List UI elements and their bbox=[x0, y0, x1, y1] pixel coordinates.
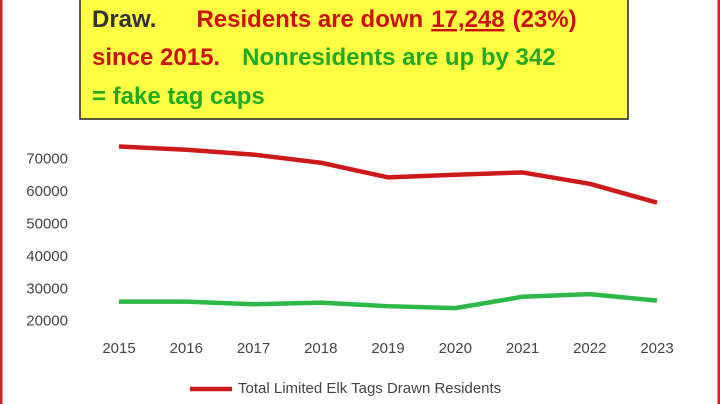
annotation-text: = fake tag caps bbox=[92, 83, 265, 110]
annotation-box bbox=[79, 0, 629, 120]
y-tick-label: 60000 bbox=[26, 183, 68, 200]
annotation-text: 17,248 bbox=[431, 6, 504, 33]
y-tick-label: 20000 bbox=[26, 313, 68, 330]
x-tick-label: 2022 bbox=[573, 340, 606, 357]
x-tick-label: 2015 bbox=[102, 340, 135, 357]
annotation-text: since 2015. bbox=[92, 44, 220, 71]
annotation-line: since 2015. Nonresidents are up by 342 bbox=[92, 44, 556, 71]
x-tick-label: 2021 bbox=[506, 340, 539, 357]
x-tick-label: 2017 bbox=[237, 340, 270, 357]
annotation-text: Nonresidents are up by 342 bbox=[242, 44, 555, 71]
legend-label: Total Limited Elk Tags Drawn Residents bbox=[238, 380, 501, 397]
y-tick-label: 30000 bbox=[26, 280, 68, 297]
annotation-text: Draw. bbox=[92, 6, 156, 33]
annotation-text: (23%) bbox=[513, 6, 577, 33]
x-tick-label: 2018 bbox=[304, 340, 337, 357]
y-tick-label: 70000 bbox=[26, 150, 68, 167]
x-tick-label: 2020 bbox=[439, 340, 472, 357]
y-tick-label: 50000 bbox=[26, 215, 68, 232]
annotation-text: Residents are down bbox=[196, 6, 423, 33]
series-line bbox=[119, 291, 658, 311]
y-tick-label: 40000 bbox=[26, 248, 68, 265]
series-line bbox=[118, 144, 658, 205]
x-tick-label: 2019 bbox=[371, 340, 404, 357]
annotation-line: = fake tag caps bbox=[92, 83, 265, 110]
annotation-line: Draw. Residents are down 17,248 (23%) bbox=[92, 6, 577, 33]
x-tick-label: 2023 bbox=[640, 340, 673, 357]
x-tick-label: 2016 bbox=[170, 340, 203, 357]
